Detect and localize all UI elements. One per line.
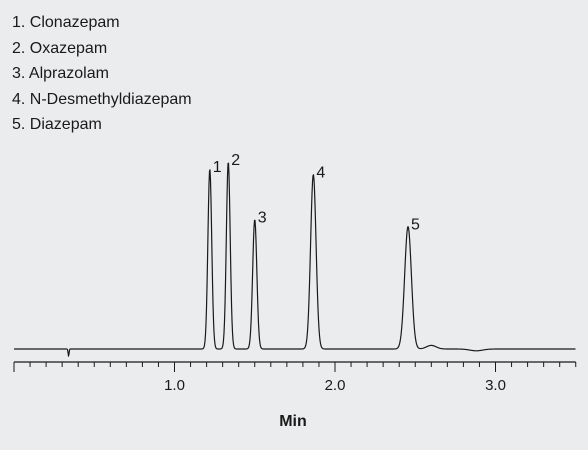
legend-item-n-desmethyldiazepam: 4. N-Desmethyldiazepam: [12, 90, 192, 108]
peak-labels: 1 2 3 4 5: [213, 152, 420, 234]
x-tick-label: 3.0: [485, 377, 506, 394]
x-axis: 1.0 2.0 3.0: [13, 361, 577, 394]
x-tick-label: 1.0: [164, 377, 185, 394]
legend: 1. Clonazepam 2. Oxazepam 3. Alprazolam …: [12, 10, 192, 138]
peak-label-1: 1: [213, 159, 222, 176]
legend-item-clonazepam: 1. Clonazepam: [12, 14, 120, 31]
chromatogram-trace: [13, 162, 576, 357]
legend-item-oxazepam: 2. Oxazepam: [12, 39, 108, 57]
x-tick-label: 2.0: [325, 377, 346, 394]
peak-label-5: 5: [411, 217, 420, 234]
peak-label-2: 2: [231, 152, 240, 169]
peak-label-3: 3: [258, 209, 267, 226]
legend-item-alprazolam: 3. Alprazolam: [12, 65, 109, 82]
legend-item-diazepam: 5. Diazepam: [12, 116, 102, 133]
peak-label-4: 4: [316, 164, 325, 181]
plot-area: [13, 162, 576, 357]
x-axis-title: Min: [279, 413, 307, 430]
